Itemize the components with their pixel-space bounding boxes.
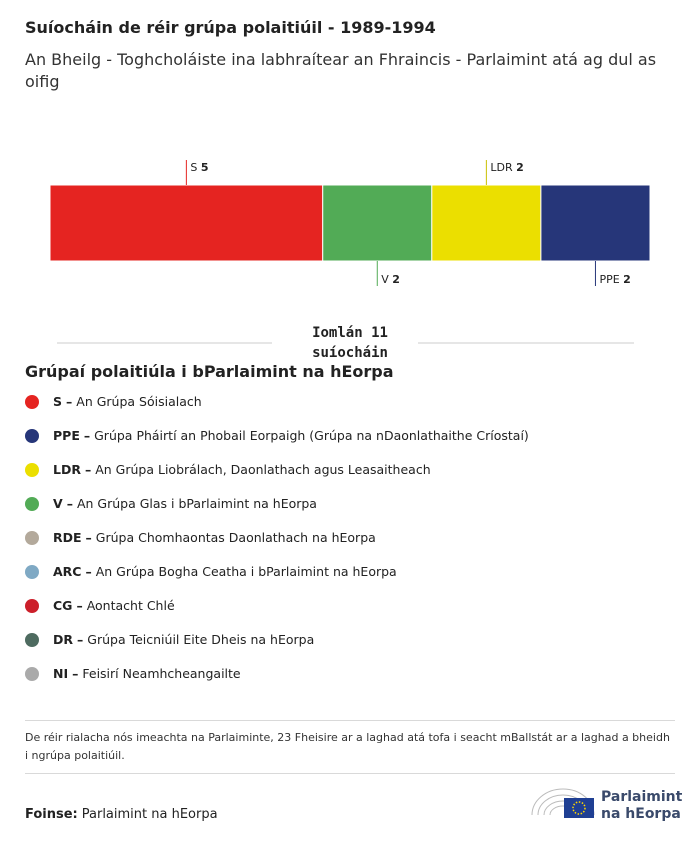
rule <box>25 773 675 774</box>
legend-label: Grúpa Chomhaontas Daonlathach na hEorpa <box>95 530 376 545</box>
data-label: V 2 <box>381 273 400 286</box>
legend-abbr: NI <box>53 666 69 681</box>
legend-item: LDR – An Grúpa Liobrálach, Daonlathach agu… <box>25 462 431 477</box>
legend-item: RDE – Grúpa Chomhaontas Daonlathach na hEo… <box>25 530 376 545</box>
total-unit: suíocháin <box>312 345 388 360</box>
legend-label: Grúpa Pháirtí an Phobail Eorpaigh (Grúpa… <box>94 428 529 443</box>
bar-segment <box>431 184 542 262</box>
legend-swatch <box>25 462 39 477</box>
legend-abbr: S <box>53 394 63 409</box>
legend-item: ARC – An Grúpa Bogha Ceatha i bParlaimint … <box>25 564 397 579</box>
legend-label: Aontacht Chlé <box>86 598 175 613</box>
legend-item: V – An Grúpa Glas i bParlaimint na hEorpa <box>25 496 317 511</box>
legend-label: An Grúpa Sóisialach <box>76 394 202 409</box>
legend-separator: – <box>83 428 91 443</box>
logo-text: Parlaimint na hEorpa <box>601 789 683 822</box>
source: Foinse: Parlaimint na hEorpa <box>25 807 218 822</box>
note: De réir rialacha nós imeachta na Parlaim… <box>25 731 670 762</box>
legend-label: An Grúpa Bogha Ceatha i bParlaimint na h… <box>95 564 397 579</box>
data-label: LDR 2 <box>490 161 523 174</box>
legend-abbr: ARC <box>53 564 82 579</box>
data-value: 2 <box>623 273 631 286</box>
legend-abbr: RDE <box>53 530 82 545</box>
legend-abbr: PPE <box>53 428 80 443</box>
subtitle: An Bheilg - Toghcholáiste ina labhraítea… <box>25 50 657 91</box>
legend-separator: – <box>85 530 92 545</box>
legend-label: An Grúpa Liobrálach, Daonlathach agus Le… <box>95 462 431 477</box>
legend-separator: – <box>77 632 84 647</box>
series-name: PPE <box>599 273 619 286</box>
data-label: S 5 <box>190 161 208 174</box>
title: Suíocháin de réir grúpa polaitiúil - 198… <box>25 18 436 37</box>
bar-segment <box>49 184 324 262</box>
legend-separator: – <box>76 598 83 613</box>
rule <box>25 720 675 721</box>
legend-item: NI – Feisirí Neamhcheangailte <box>25 666 241 681</box>
legend-swatch <box>25 666 39 681</box>
legend-item: PPE – Grúpa Pháirtí an Phobail Eorpaigh (G… <box>25 428 529 443</box>
data-value: 5 <box>201 161 209 174</box>
legend-abbr: V <box>53 496 63 511</box>
legend-separator: – <box>66 394 73 409</box>
bar-segment <box>540 184 651 262</box>
legend-abbr: DR <box>53 632 74 647</box>
bar-segment <box>322 184 433 262</box>
legend-separator: – <box>72 666 79 681</box>
total: Iomlán 11 <box>312 325 388 341</box>
legend-swatch <box>25 394 39 409</box>
data-label: PPE 2 <box>599 273 630 286</box>
legend-swatch <box>25 598 39 613</box>
legend-separator: – <box>84 462 92 477</box>
legend-item: DR – Grúpa Teicniúil Eite Dheis na hEorpa <box>25 632 314 647</box>
legend-label: An Grúpa Glas i bParlaimint na hEorpa <box>76 496 317 511</box>
legend-swatch <box>25 530 39 545</box>
legend-swatch <box>25 496 39 511</box>
legend-swatch <box>25 428 39 443</box>
legend-separator: – <box>66 496 73 511</box>
legend-item: CG – Aontacht Chlé <box>25 598 175 613</box>
legend-swatch <box>25 632 39 647</box>
legend-separator: – <box>85 564 92 579</box>
series-name: V <box>381 273 389 286</box>
data-value: 2 <box>516 161 524 174</box>
legend-label: Feisirí Neamhcheangailte <box>82 666 241 681</box>
legend-item: S – An Grúpa Sóisialach <box>25 394 202 409</box>
data-value: 2 <box>392 273 400 286</box>
series-name: S <box>190 161 197 174</box>
logo-mark <box>531 788 595 818</box>
legend-label: Grúpa Teicniúil Eite Dheis na hEorpa <box>87 632 315 647</box>
legend-abbr: LDR <box>53 462 81 477</box>
legend-abbr: CG <box>53 598 73 613</box>
legend-title: Grúpaí polaitiúla i bParlaimint na hEorp… <box>25 362 394 381</box>
legend-swatch <box>25 564 39 579</box>
series-name: LDR <box>490 161 513 174</box>
